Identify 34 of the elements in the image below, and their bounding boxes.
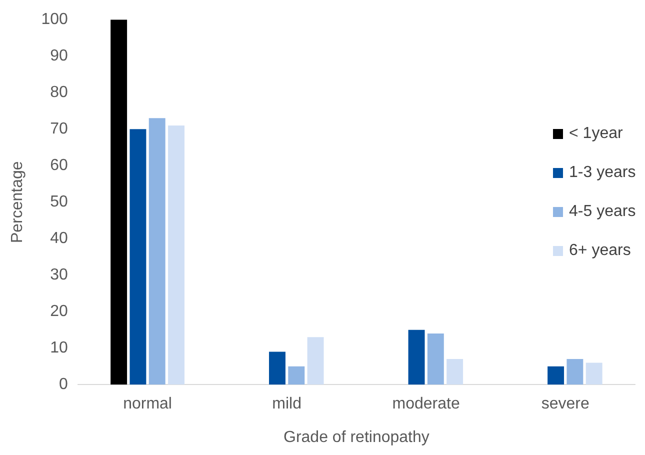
- bar: [566, 359, 584, 385]
- legend-label: 1-3 years: [569, 163, 636, 182]
- y-tick-label: 60: [50, 157, 68, 174]
- x-axis-title: Grade of retinopathy: [284, 428, 430, 446]
- y-tick-label: 90: [50, 48, 68, 65]
- y-axis-title: Percentage: [9, 161, 26, 244]
- bar: [269, 352, 286, 385]
- y-tick-label: 40: [50, 230, 68, 248]
- bar: [168, 125, 184, 385]
- y-tick-label: 70: [50, 120, 68, 138]
- x-tick-label: normal: [123, 396, 172, 413]
- bar: [307, 337, 324, 385]
- bar: [548, 366, 564, 385]
- bar: [288, 366, 305, 385]
- y-tick-label: 10: [50, 340, 68, 357]
- x-tick-label: moderate: [392, 396, 460, 413]
- x-tick-label: mild: [272, 396, 302, 413]
- y-tick-label: 80: [50, 84, 68, 102]
- legend-label: < 1year: [569, 124, 623, 143]
- bar: [130, 129, 146, 385]
- bar: [110, 20, 128, 385]
- bar: [427, 334, 444, 385]
- x-tick-label: severe: [541, 396, 590, 413]
- legend-label: 6+ years: [569, 241, 631, 260]
- bar: [408, 330, 425, 385]
- y-tick-label: 20: [50, 303, 68, 320]
- legend-label: 4-5 years: [569, 202, 636, 221]
- y-tick-label: 100: [41, 11, 68, 28]
- bar: [446, 359, 464, 385]
- bar: [148, 118, 166, 385]
- y-tick-label: 0: [58, 376, 68, 394]
- y-tick-label: 50: [50, 194, 68, 211]
- bar: [586, 362, 602, 385]
- y-tick-label: 30: [50, 266, 68, 284]
